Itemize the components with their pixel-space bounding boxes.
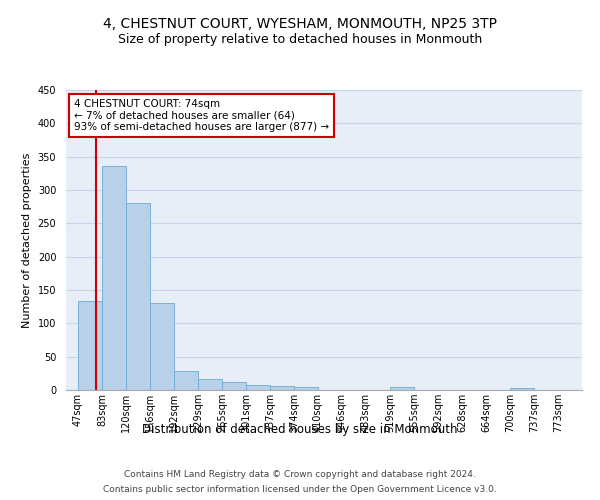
Bar — [102, 166, 126, 390]
Bar — [294, 388, 318, 390]
Bar — [246, 386, 270, 390]
Bar — [198, 380, 222, 390]
Bar — [150, 302, 174, 390]
Y-axis label: Number of detached properties: Number of detached properties — [22, 152, 32, 328]
Bar — [510, 388, 534, 390]
Text: 4, CHESTNUT COURT, WYESHAM, MONMOUTH, NP25 3TP: 4, CHESTNUT COURT, WYESHAM, MONMOUTH, NP… — [103, 18, 497, 32]
Text: Size of property relative to detached houses in Monmouth: Size of property relative to detached ho… — [118, 32, 482, 46]
Bar — [390, 388, 414, 390]
Bar — [126, 204, 150, 390]
Text: Distribution of detached houses by size in Monmouth: Distribution of detached houses by size … — [142, 422, 458, 436]
Bar — [222, 382, 246, 390]
Bar — [174, 372, 198, 390]
Bar — [270, 386, 294, 390]
Text: Contains public sector information licensed under the Open Government Licence v3: Contains public sector information licen… — [103, 485, 497, 494]
Bar — [78, 302, 102, 390]
Text: 4 CHESTNUT COURT: 74sqm
← 7% of detached houses are smaller (64)
93% of semi-det: 4 CHESTNUT COURT: 74sqm ← 7% of detached… — [74, 99, 329, 132]
Text: Contains HM Land Registry data © Crown copyright and database right 2024.: Contains HM Land Registry data © Crown c… — [124, 470, 476, 479]
